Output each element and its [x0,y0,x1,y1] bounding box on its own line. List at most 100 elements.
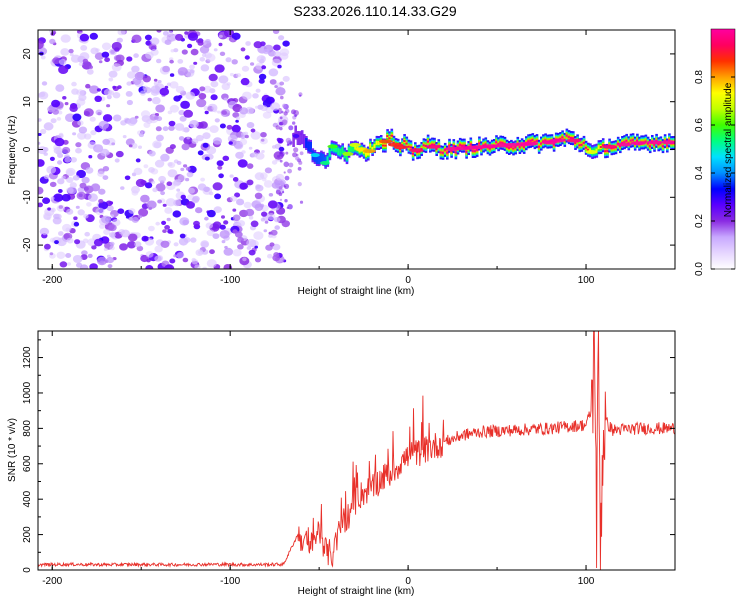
noise-blob [197,150,204,156]
noise-blob [229,174,234,178]
noise-blob [261,65,267,70]
noise-blob [271,98,275,102]
noise-blob [75,142,82,148]
tone-cell [535,140,539,143]
tone-peak [566,138,582,143]
noise-blob [194,264,201,269]
noise-blob [285,151,289,155]
noise-blob [223,220,229,225]
tone-cell [561,136,564,139]
noise-blob [204,216,209,221]
noise-blob [131,65,140,73]
noise-blob [206,259,217,268]
tone-peak [393,145,408,150]
tone-cell [661,145,665,148]
noise-blob [94,95,102,103]
noise-blob [71,81,77,87]
noise-blob [251,152,258,158]
noise-blob [65,167,76,177]
noise-blob [38,40,44,50]
colorbar-tick-label: 0.4 [694,166,705,180]
noise-blob [56,204,66,212]
tone-cell [629,139,633,142]
noise-blob [49,252,54,256]
noise-blob [167,162,173,167]
noise-blob [67,262,71,266]
spectrogram-y-tick-label: 20 [22,48,33,60]
noise-blob [204,156,210,161]
noise-blob [278,146,285,152]
noise-blob [104,57,110,63]
noise-blob [117,208,125,214]
tone-cell [501,141,505,144]
noise-blob [66,237,74,244]
noise-blob [153,81,159,86]
noise-blob [84,231,90,237]
noise-blob [283,183,290,189]
tone-cell [631,139,635,142]
noise-blob [206,146,217,155]
noise-blob [167,229,174,234]
noise-blob [208,191,214,196]
noise-blob [185,91,196,100]
noise-blob [38,186,44,195]
noise-blob [258,73,267,80]
noise-blob [279,198,283,201]
snr-series-line [38,331,675,570]
tone-cell [435,148,438,150]
tone-cell [565,134,569,137]
noise-blob [169,81,179,89]
noise-blob [69,182,77,189]
noise-blob [235,151,244,159]
tone-cell [537,145,541,148]
noise-blob [83,213,89,219]
noise-blob [248,146,253,150]
tone-cell [478,142,481,145]
snr-y-tick-label: 800 [22,420,33,437]
noise-blob [80,264,89,269]
noise-blob [115,54,125,63]
tone-cell [411,152,415,155]
noise-blob [205,53,216,62]
noise-blob [183,237,191,243]
noise-blob [279,126,283,131]
tone-cell [431,143,434,146]
noise-blob [60,48,70,56]
tone-cell [382,144,385,147]
tone-cell [599,146,603,148]
tone-cell [386,135,389,138]
noise-blob [232,249,242,257]
noise-blob [277,154,281,158]
noise-blob [125,215,130,219]
noise-blob [61,175,66,180]
tone-cell [369,143,372,148]
noise-blob [108,70,118,78]
noise-blob [284,199,288,203]
noise-blob [211,106,216,110]
noise-blob [103,229,111,235]
tone-cell [452,145,456,148]
noise-blob [239,107,249,115]
noise-blob [294,114,297,117]
noise-blob [293,147,299,153]
noise-blob [202,53,207,57]
tone-cell [405,142,409,145]
noise-blob [102,138,110,145]
noise-blob [99,223,106,229]
noise-blob [277,204,282,209]
noise-blob [230,195,238,202]
noise-blob [108,77,114,82]
noise-blob [162,65,171,73]
noise-blob [240,77,250,86]
tone-peak [292,134,300,138]
tone-peak [661,140,675,145]
noise-blob [111,142,116,146]
noise-blob [84,133,92,140]
noise-blob [89,263,98,269]
noise-blob [255,88,261,93]
noise-blob [253,41,263,49]
noise-blob [199,86,206,92]
noise-blob [135,178,146,188]
tone-cell [399,148,402,151]
